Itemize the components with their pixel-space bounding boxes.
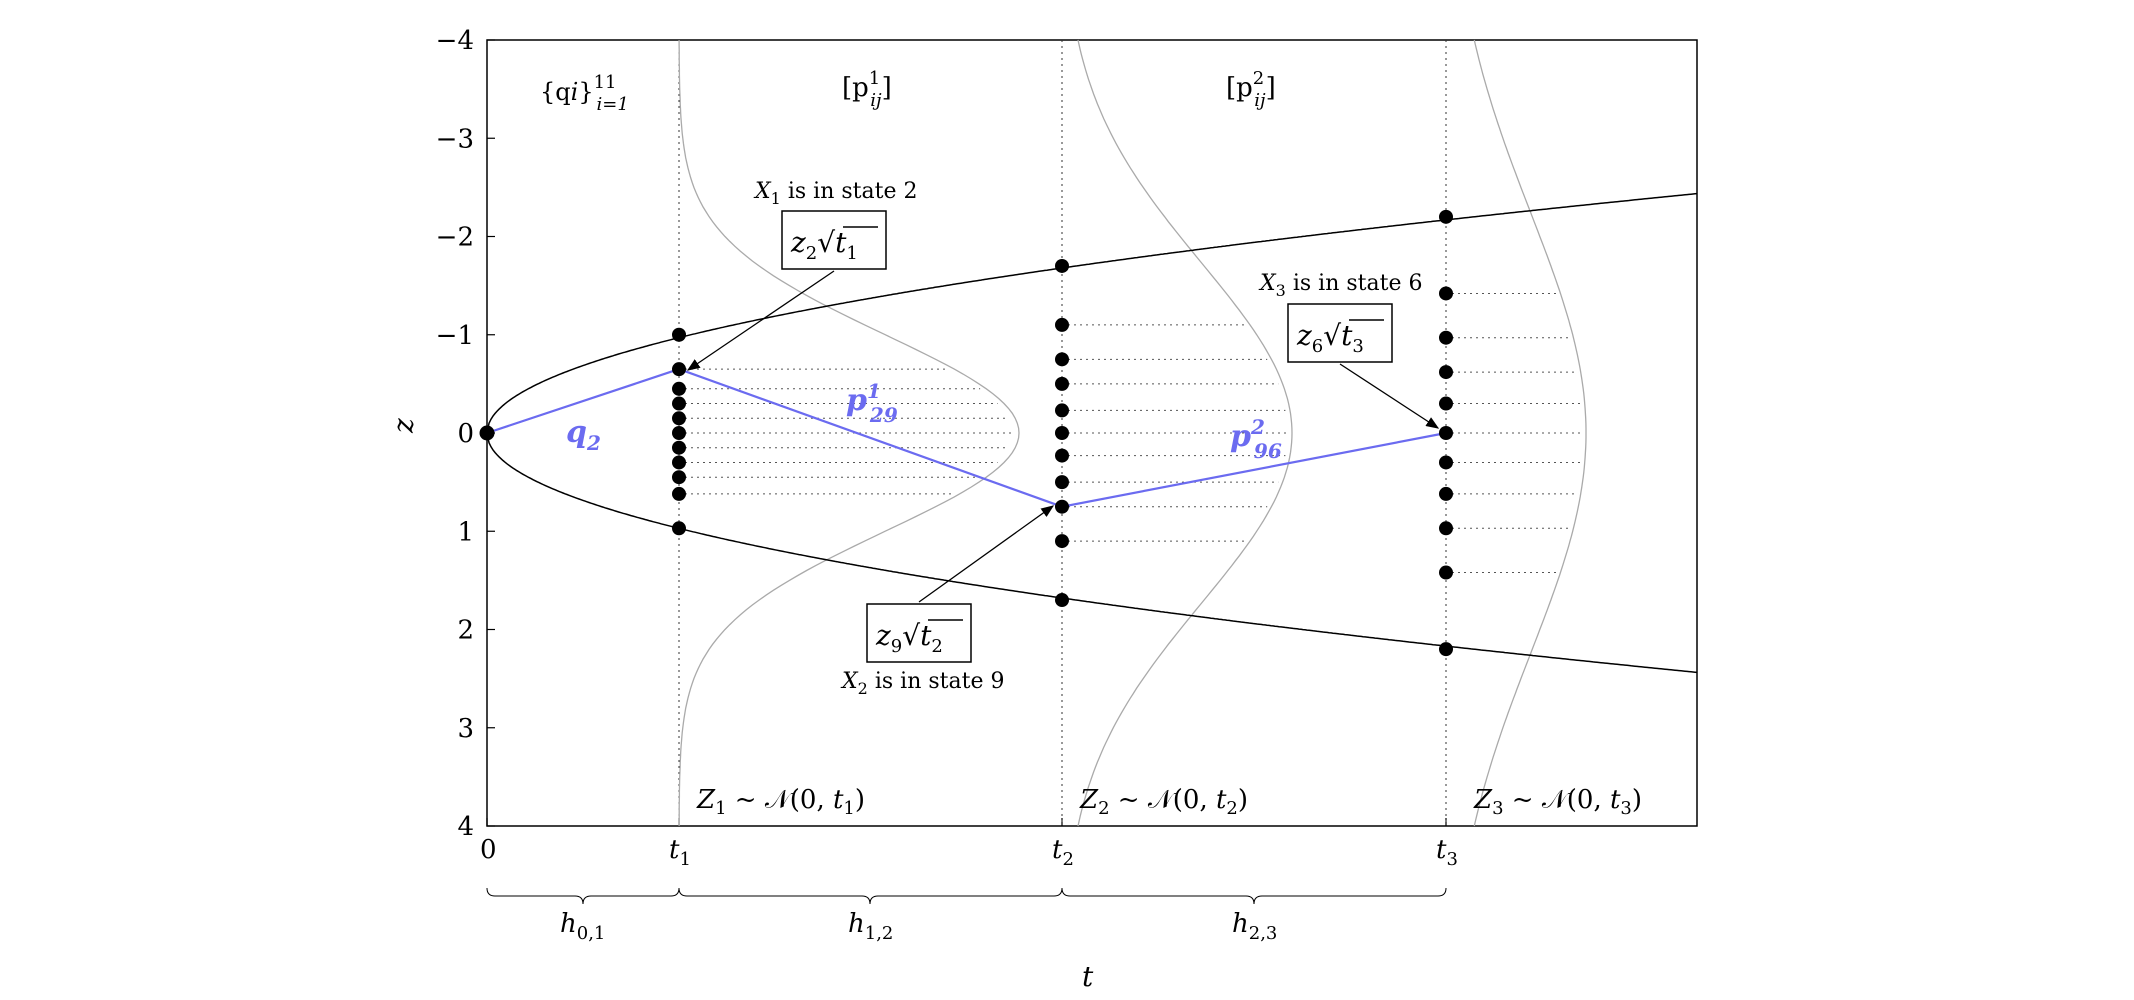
y-axis-ticks: −4 −3 −2 −1 0 1 2 3 4	[436, 26, 495, 842]
sqrt-boundary-curves	[486, 192, 1698, 674]
state-point	[1439, 455, 1453, 470]
brace-h23	[1061, 887, 1447, 905]
upper-boundary-curve	[486, 192, 1698, 434]
y-tick-label: −3	[436, 124, 474, 154]
state-point	[672, 411, 686, 426]
y-tick-label: 4	[457, 812, 474, 842]
density-curve-2	[1077, 39, 1293, 827]
brace-h01	[486, 887, 680, 905]
state-point	[1055, 499, 1069, 514]
density-curve-1	[678, 40, 1020, 826]
x1-state-text: X1 is in state 2	[753, 179, 917, 208]
state-point	[1055, 352, 1069, 367]
state-point	[672, 426, 686, 440]
z3-distribution-label: Z3 ~ 𝒩(0, t3)	[1473, 785, 1642, 819]
x-tick-label: t2	[1052, 835, 1074, 870]
arrow-to-state-3	[1339, 363, 1440, 429]
state-point	[672, 521, 686, 536]
origin-point	[479, 425, 495, 441]
z9-sqrt-t2-box	[866, 603, 972, 663]
z6-sqrt-t3-text: z6√t3	[1296, 319, 1364, 357]
state-point	[1439, 209, 1453, 224]
state-point	[1439, 642, 1453, 657]
lower-boundary-curve	[486, 432, 1698, 674]
state-point	[1439, 521, 1453, 536]
x3-state-text: X3 is in state 6	[1258, 271, 1422, 300]
state-point	[1439, 396, 1453, 411]
state-point	[1439, 426, 1453, 440]
x-axis-ticks: 0 t1 t2 t3	[480, 818, 1458, 870]
state-point	[672, 396, 686, 411]
state-point	[1055, 403, 1069, 418]
time-grid-lines	[678, 40, 1447, 826]
z2-distribution-label: Z2 ~ 𝒩(0, t2)	[1079, 785, 1248, 819]
y-tick-label: 3	[457, 714, 474, 744]
sample-path-line	[486, 367, 1447, 508]
state-point	[1055, 534, 1069, 549]
q2-path-label: q2	[566, 415, 601, 455]
h23-label: h2,3	[1232, 909, 1277, 944]
state-point	[1439, 565, 1453, 580]
p29-path-label: p1 29	[846, 379, 898, 427]
y-tick-label: −1	[436, 321, 474, 351]
p96-path-label: p2 96	[1230, 415, 1282, 463]
y-tick-label: 0	[457, 419, 474, 449]
state-point	[672, 455, 686, 470]
z6-sqrt-t3-box	[1287, 303, 1393, 363]
normal-density-curves	[678, 39, 1587, 827]
state-point	[672, 470, 686, 485]
y-axis-label: z	[387, 418, 420, 434]
state-dotted-lines	[679, 292, 1584, 574]
arrow-to-state-1	[686, 270, 835, 371]
grid-state-points	[479, 209, 1453, 657]
state-point	[1055, 448, 1069, 463]
state-point	[1439, 286, 1453, 301]
x-axis-label: t	[1082, 960, 1094, 993]
z2-sqrt-t1-box	[781, 210, 887, 270]
h12-label: h1,2	[848, 909, 893, 944]
interval-braces	[486, 887, 1447, 905]
q-distribution-label: {qi}11 i=1	[540, 72, 629, 115]
y-tick-label: 2	[457, 616, 474, 646]
p2-matrix-label: [p2 ij]	[1226, 68, 1276, 111]
state-point	[672, 327, 686, 342]
state-point	[672, 440, 686, 455]
y-tick-label: 1	[457, 517, 474, 547]
state-point	[1055, 426, 1069, 440]
z2-sqrt-t1-text: z2√t1	[790, 226, 858, 264]
x-tick-label: t3	[1436, 835, 1458, 870]
z9-sqrt-t2-text: z9√t2	[875, 619, 943, 657]
sample-path	[486, 367, 1447, 508]
state-point	[1055, 376, 1069, 391]
y-tick-label: −2	[436, 223, 474, 253]
state-point	[1055, 475, 1069, 490]
state-point	[1439, 330, 1453, 345]
brace-h12	[678, 887, 1063, 905]
state-point	[1055, 593, 1069, 608]
h01-label: h0,1	[560, 909, 605, 944]
y-tick-label: −4	[436, 26, 474, 56]
arrow-to-state-2	[918, 505, 1055, 603]
z1-distribution-label: Z1 ~ 𝒩(0, t1)	[696, 785, 865, 819]
x2-state-text: X2 is in state 9	[840, 669, 1004, 698]
state-point	[1439, 365, 1453, 380]
state-point	[1055, 258, 1069, 273]
state-point	[1055, 317, 1069, 332]
state-point	[672, 381, 686, 396]
state-point	[672, 362, 686, 377]
state-point	[672, 486, 686, 501]
state-point	[1439, 486, 1453, 501]
x-tick-label: 0	[480, 835, 497, 865]
p1-matrix-label: [p1 ij]	[842, 68, 892, 111]
density-curve-3	[1473, 39, 1587, 827]
x-tick-label: t1	[669, 835, 691, 870]
